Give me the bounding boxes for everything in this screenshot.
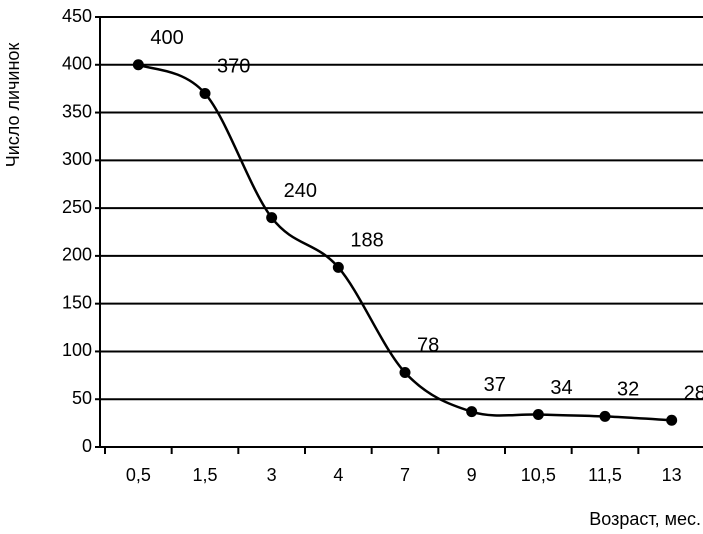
value-label: 400 — [150, 27, 183, 49]
data-point — [332, 261, 344, 273]
value-label: 78 — [417, 335, 439, 357]
x-tick-label: 13 — [662, 465, 682, 485]
y-tick-label: 300 — [62, 149, 92, 169]
y-tick-label: 450 — [62, 6, 92, 26]
data-point — [199, 87, 211, 99]
value-label: 32 — [617, 379, 639, 401]
x-tick-label: 7 — [400, 465, 410, 485]
y-tick-label: 0 — [82, 436, 92, 456]
data-point — [599, 410, 611, 422]
x-tick-label: 0,5 — [126, 465, 151, 485]
value-label: 28 — [684, 383, 703, 405]
value-label: 240 — [284, 180, 317, 202]
y-tick-label: 200 — [62, 245, 92, 265]
data-point — [266, 212, 278, 224]
value-label: 34 — [550, 377, 572, 399]
x-tick-label: 4 — [333, 465, 343, 485]
x-tick-label: 1,5 — [192, 465, 217, 485]
data-point — [666, 414, 678, 426]
y-tick-label: 250 — [62, 197, 92, 217]
y-tick-label: 400 — [62, 54, 92, 74]
x-axis-label: Возраст, мес. — [589, 509, 701, 529]
y-tick-label: 150 — [62, 292, 92, 312]
y-axis-label: Число личинок — [3, 43, 23, 168]
y-tick-label: 350 — [62, 101, 92, 121]
value-label: 188 — [350, 230, 383, 252]
data-point — [132, 59, 144, 71]
value-label: 370 — [217, 56, 250, 78]
data-point — [399, 366, 411, 378]
y-tick-label: 50 — [72, 388, 92, 408]
data-point — [466, 406, 478, 418]
x-tick-label: 3 — [267, 465, 277, 485]
y-tick-label: 100 — [62, 340, 92, 360]
data-point — [532, 409, 544, 421]
value-label: 37 — [484, 374, 506, 396]
x-tick-label: 10,5 — [521, 465, 556, 485]
data-line — [137, 63, 672, 422]
x-tick-label: 9 — [467, 465, 477, 485]
x-tick-label: 11,5 — [588, 465, 622, 485]
